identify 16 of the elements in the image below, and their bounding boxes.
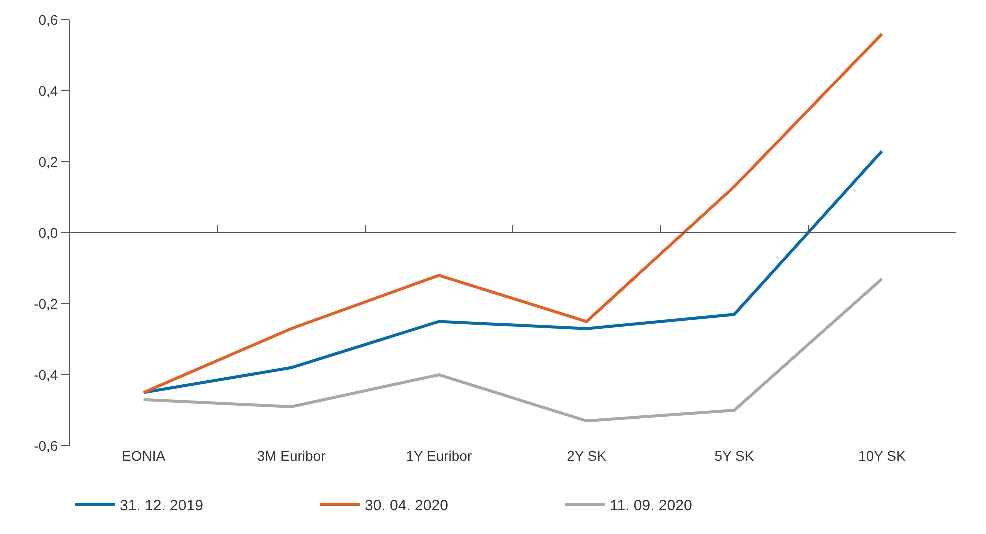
y-tick-label: 0,6 [38, 12, 58, 28]
x-tick-label: 1Y Euribor [406, 448, 472, 464]
y-tick-label: -0,4 [34, 366, 58, 383]
legend-label: 11. 09. 2020 [610, 498, 692, 515]
x-tick-label: 3M Euribor [257, 448, 326, 464]
x-tick-label: 5Y SK [714, 448, 755, 464]
x-tick-label: 10Y SK [858, 448, 906, 464]
y-tick-label: -0,6 [34, 438, 58, 454]
y-tick-label: 0,4 [38, 82, 58, 99]
x-tick-label: 2Y SK [567, 448, 608, 464]
legend-label: 31. 12. 2019 [120, 498, 204, 515]
y-tick-label: 0,2 [38, 154, 58, 170]
y-tick-label: -0,2 [34, 296, 58, 312]
y-tick-label: 0,0 [38, 224, 58, 241]
x-tick-label: EONIA [122, 448, 166, 464]
legend-label: 30. 04. 2020 [365, 498, 448, 515]
